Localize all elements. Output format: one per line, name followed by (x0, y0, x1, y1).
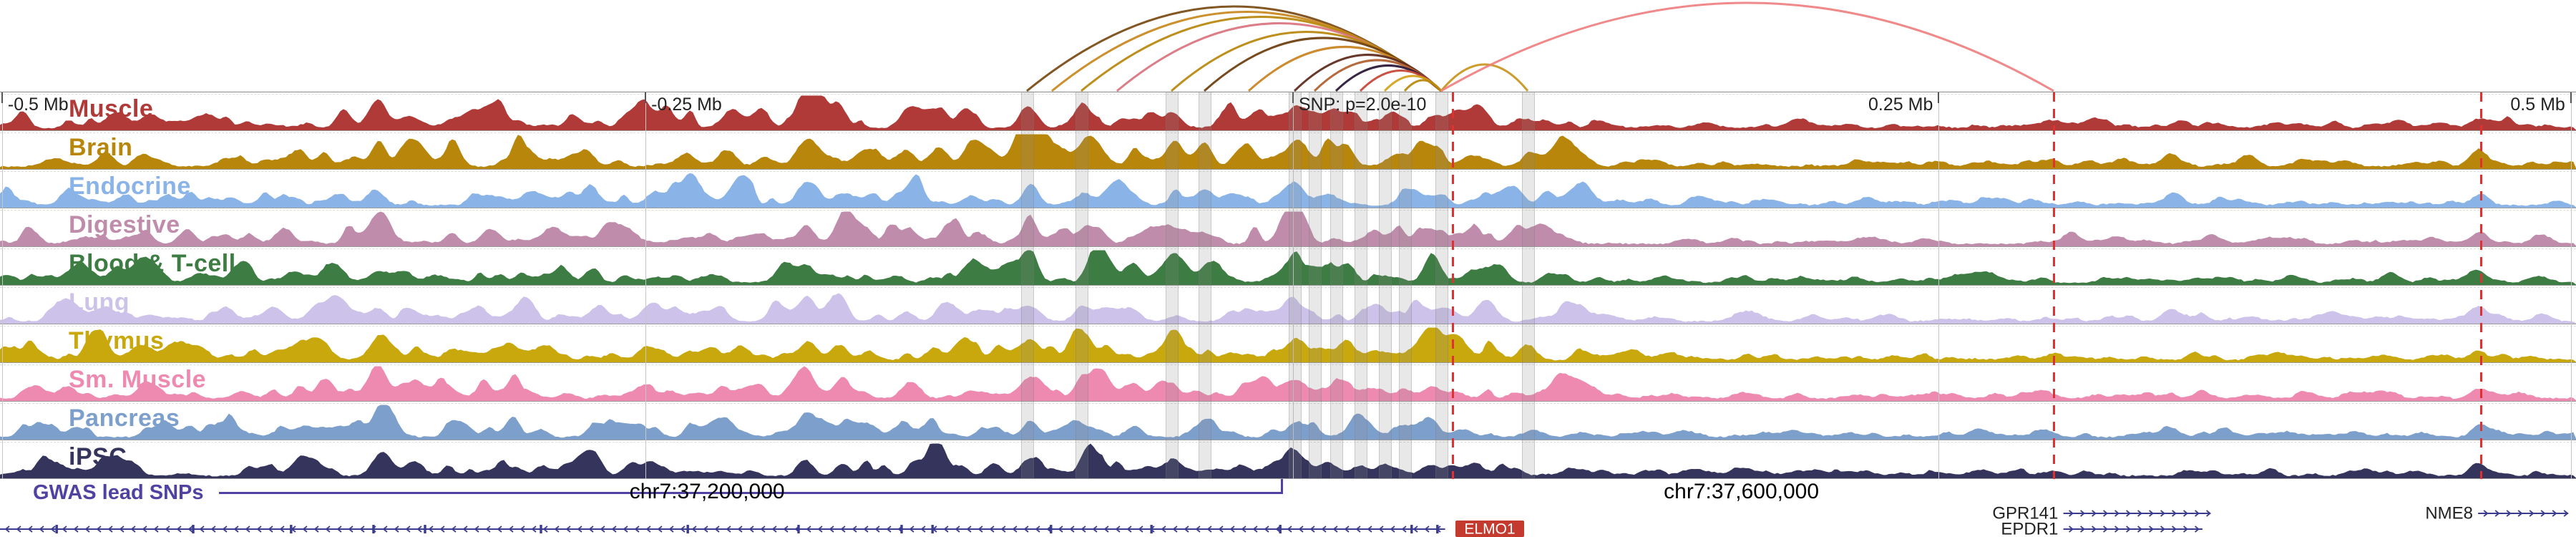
coordinate-label: chr7:37,200,000 (629, 480, 785, 503)
track-row-digestive[interactable]: Digestive (0, 208, 2576, 247)
signal-tracks: Muscle Brain Endocrine Digestive Blood & T-c… (0, 92, 2576, 479)
lead-snp-marker[interactable] (1281, 479, 1283, 494)
track-signal-path (0, 211, 2576, 246)
track-row-brain[interactable]: Brain (0, 131, 2576, 170)
gene-nme8[interactable]: NME8 (2425, 505, 2569, 523)
track-signal (0, 173, 2576, 208)
interaction-arc[interactable] (1440, 63, 1529, 92)
interaction-anchor-band (1522, 92, 1536, 479)
track-signal (0, 327, 2576, 362)
track-signal-path (0, 250, 2576, 285)
interaction-anchor-band (1330, 92, 1343, 479)
track-signal-path (0, 134, 2576, 169)
axis-tick (1292, 92, 1294, 103)
track-signal (0, 95, 2576, 130)
gene-elmo1[interactable]: ELMO1 (0, 521, 1524, 537)
axis-tick-label: SNP: p=2.0e-10 (1298, 95, 1427, 115)
track-signal-path (0, 173, 2576, 208)
gwas-track-label[interactable]: GWAS lead SNPs (33, 481, 204, 504)
track-label[interactable]: Sm. Muscle (69, 366, 207, 393)
interaction-arc[interactable] (1440, 1, 2054, 92)
track-row-pancreas[interactable]: Pancreas (0, 402, 2576, 440)
gene-label[interactable]: NME8 (2425, 505, 2473, 523)
track-signal (0, 405, 2576, 440)
gene-epdr1[interactable]: EPDR1 (2001, 520, 2202, 537)
track-row-muscle[interactable]: Muscle (0, 92, 2576, 131)
axis-gridline (645, 92, 647, 479)
track-signal-path (0, 95, 2576, 130)
track-row-ipsc[interactable]: iPSC (0, 440, 2576, 479)
track-signal-path (0, 293, 2576, 324)
interaction-anchor-band (1165, 92, 1179, 479)
interaction-anchor-band (1289, 92, 1302, 479)
gene-label-highlighted[interactable]: ELMO1 (1464, 521, 1515, 537)
interaction-anchor-band (1355, 92, 1368, 479)
interaction-anchor-band (1075, 92, 1088, 479)
interaction-anchor-band (1308, 92, 1322, 479)
axis-tick (645, 92, 647, 103)
axis-tick (1, 92, 3, 103)
axis-gridline (1292, 92, 1294, 479)
gene-label[interactable]: EPDR1 (2001, 520, 2058, 537)
track-signal (0, 443, 2576, 478)
track-signal-path (0, 327, 2576, 362)
axis-tick-label: 0.25 Mb (1868, 95, 1933, 115)
interaction-arcs (1026, 1, 2054, 92)
track-label[interactable]: Thymus (69, 327, 165, 354)
track-signal-path (0, 443, 2576, 478)
track-signal-path (0, 366, 2576, 401)
snp-target-line (2479, 92, 2482, 479)
gene-gpr141[interactable]: GPR141 (1992, 505, 2212, 523)
track-row-thymus[interactable]: Thymus (0, 324, 2576, 363)
snp-target-line (1451, 92, 1454, 479)
track-label[interactable]: Muscle (69, 95, 154, 122)
axis-tick-label: -0.5 Mb (7, 95, 69, 115)
gwas-track-line (219, 492, 1282, 494)
track-signal (0, 134, 2576, 169)
track-row-endocrine[interactable]: Endocrine (0, 170, 2576, 208)
interaction-anchor-band (1435, 92, 1449, 479)
track-row-lung[interactable]: Lung (0, 286, 2576, 324)
gene-label[interactable]: GPR141 (1992, 505, 2058, 523)
track-signal (0, 366, 2576, 401)
track-label[interactable]: Pancreas (69, 405, 180, 432)
axis-tick-label: -0.25 Mb (651, 95, 722, 115)
track-label[interactable]: Blood & T-cell (69, 250, 236, 277)
axis-tick (2570, 92, 2572, 103)
track-label[interactable]: Brain (69, 134, 133, 161)
axis-gridline (1, 92, 3, 479)
interaction-arc[interactable] (1403, 79, 1443, 92)
track-signal-path (0, 405, 2576, 440)
track-signal (0, 250, 2576, 285)
interaction-anchor-band (1199, 92, 1211, 479)
track-area: Muscle Brain Endocrine Digestive Blood & T-c… (0, 92, 2576, 479)
gene-track: ELMO1 GPR141 EPDR1 NME8 (0, 505, 2576, 537)
axis-tick-label: 0.5 Mb (2510, 95, 2565, 115)
gwas-track: GWAS lead SNPs chr7:37,200,000 chr7:37,60… (0, 478, 2576, 505)
coordinate-label: chr7:37,600,000 (1664, 480, 1820, 503)
interaction-anchor-band (1399, 92, 1413, 479)
track-label[interactable]: Endocrine (69, 173, 191, 200)
track-label[interactable]: Digestive (69, 211, 180, 238)
track-row-blood-t-cell[interactable]: Blood & T-cell (0, 247, 2576, 286)
axis-tick (1938, 92, 1940, 103)
interaction-anchor-band (1020, 92, 1034, 479)
interaction-anchor-band (1379, 92, 1392, 479)
track-label[interactable]: iPSC (69, 443, 127, 470)
track-signal (0, 211, 2576, 246)
track-signal (0, 293, 2576, 324)
track-label[interactable]: Lung (69, 289, 130, 316)
track-row-sm-muscle[interactable]: Sm. Muscle (0, 363, 2576, 402)
snp-target-line (2052, 92, 2055, 479)
axis-gridline (2570, 92, 2572, 479)
axis-gridline (1938, 92, 1940, 479)
